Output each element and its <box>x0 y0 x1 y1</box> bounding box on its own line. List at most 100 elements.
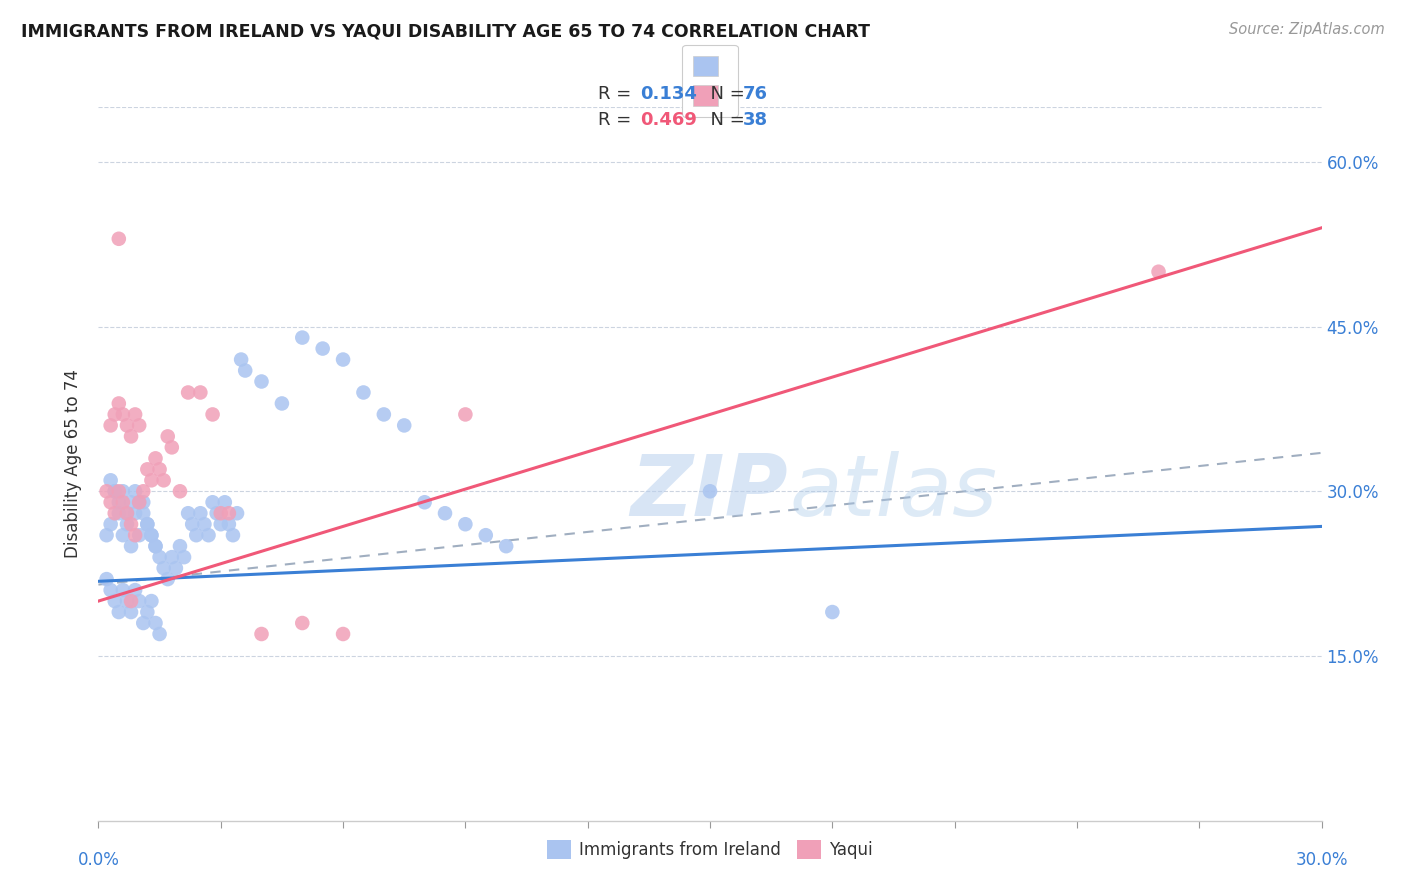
Point <box>177 506 200 520</box>
Legend: Immigrants from Ireland, Yaqui: Immigrants from Ireland, Yaqui <box>541 833 879 866</box>
Point <box>152 473 174 487</box>
Point <box>152 561 174 575</box>
Point <box>141 528 163 542</box>
Point <box>156 572 179 586</box>
Point <box>108 605 131 619</box>
Point <box>231 352 253 367</box>
Point <box>165 561 187 575</box>
Point <box>181 517 204 532</box>
Point <box>115 506 138 520</box>
Point <box>111 408 134 422</box>
Point <box>136 462 159 476</box>
Text: 0.134: 0.134 <box>640 85 696 103</box>
Point <box>160 550 183 565</box>
Point <box>186 528 208 542</box>
Point <box>218 506 240 520</box>
Point <box>100 418 122 433</box>
Point <box>495 539 517 553</box>
Text: R =: R = <box>598 112 637 129</box>
Point <box>169 539 191 553</box>
Point <box>108 232 131 246</box>
Point <box>332 627 354 641</box>
Point <box>96 572 118 586</box>
Point <box>128 418 150 433</box>
Point <box>332 352 354 367</box>
Point <box>108 484 131 499</box>
Point <box>128 495 150 509</box>
Point <box>149 627 172 641</box>
Text: 38: 38 <box>742 112 768 129</box>
Point <box>188 506 212 520</box>
Text: 30.0%: 30.0% <box>1295 851 1348 869</box>
Point <box>141 528 163 542</box>
Point <box>115 418 138 433</box>
Point <box>128 495 150 509</box>
Point <box>214 495 236 509</box>
Point <box>132 506 155 520</box>
Point <box>96 528 118 542</box>
Point <box>104 594 127 608</box>
Point <box>454 408 477 422</box>
Point <box>100 583 122 598</box>
Point <box>160 441 183 455</box>
Point <box>413 495 436 509</box>
Point <box>111 528 134 542</box>
Point <box>156 429 179 443</box>
Point <box>312 342 335 356</box>
Point <box>96 484 118 499</box>
Point <box>169 484 191 499</box>
Point <box>115 594 138 608</box>
Point <box>132 484 155 499</box>
Text: IMMIGRANTS FROM IRELAND VS YAQUI DISABILITY AGE 65 TO 74 CORRELATION CHART: IMMIGRANTS FROM IRELAND VS YAQUI DISABIL… <box>21 22 870 40</box>
Point <box>352 385 374 400</box>
Point <box>145 615 167 630</box>
Point <box>111 583 134 598</box>
Point <box>201 408 224 422</box>
Point <box>100 495 122 509</box>
Point <box>136 517 159 532</box>
Point <box>149 462 172 476</box>
Point <box>373 408 395 422</box>
Point <box>145 451 167 466</box>
Point <box>124 583 146 598</box>
Point <box>111 484 134 499</box>
Text: N =: N = <box>699 85 751 103</box>
Point <box>108 396 131 410</box>
Point <box>136 605 159 619</box>
Point <box>177 385 200 400</box>
Point <box>120 517 142 532</box>
Point <box>474 528 498 542</box>
Point <box>209 506 232 520</box>
Point <box>250 375 273 389</box>
Point <box>108 495 131 509</box>
Point <box>193 517 215 532</box>
Point <box>115 506 138 520</box>
Point <box>1147 265 1170 279</box>
Point <box>197 528 219 542</box>
Point <box>434 506 457 520</box>
Point <box>128 528 150 542</box>
Point <box>270 396 294 410</box>
Text: 0.0%: 0.0% <box>77 851 120 869</box>
Point <box>454 517 477 532</box>
Text: 0.469: 0.469 <box>640 112 696 129</box>
Point <box>222 528 245 542</box>
Text: atlas: atlas <box>790 450 997 534</box>
Point <box>218 517 240 532</box>
Point <box>104 484 127 499</box>
Point <box>141 594 163 608</box>
Point <box>233 363 256 377</box>
Point <box>250 627 273 641</box>
Point <box>124 484 146 499</box>
Point <box>104 506 127 520</box>
Point <box>124 506 146 520</box>
Point <box>120 605 142 619</box>
Point <box>205 506 228 520</box>
Text: Source: ZipAtlas.com: Source: ZipAtlas.com <box>1229 22 1385 37</box>
Point <box>100 517 122 532</box>
Point <box>104 408 127 422</box>
Point <box>392 418 416 433</box>
Point <box>136 517 159 532</box>
Point <box>145 539 167 553</box>
Point <box>128 594 150 608</box>
